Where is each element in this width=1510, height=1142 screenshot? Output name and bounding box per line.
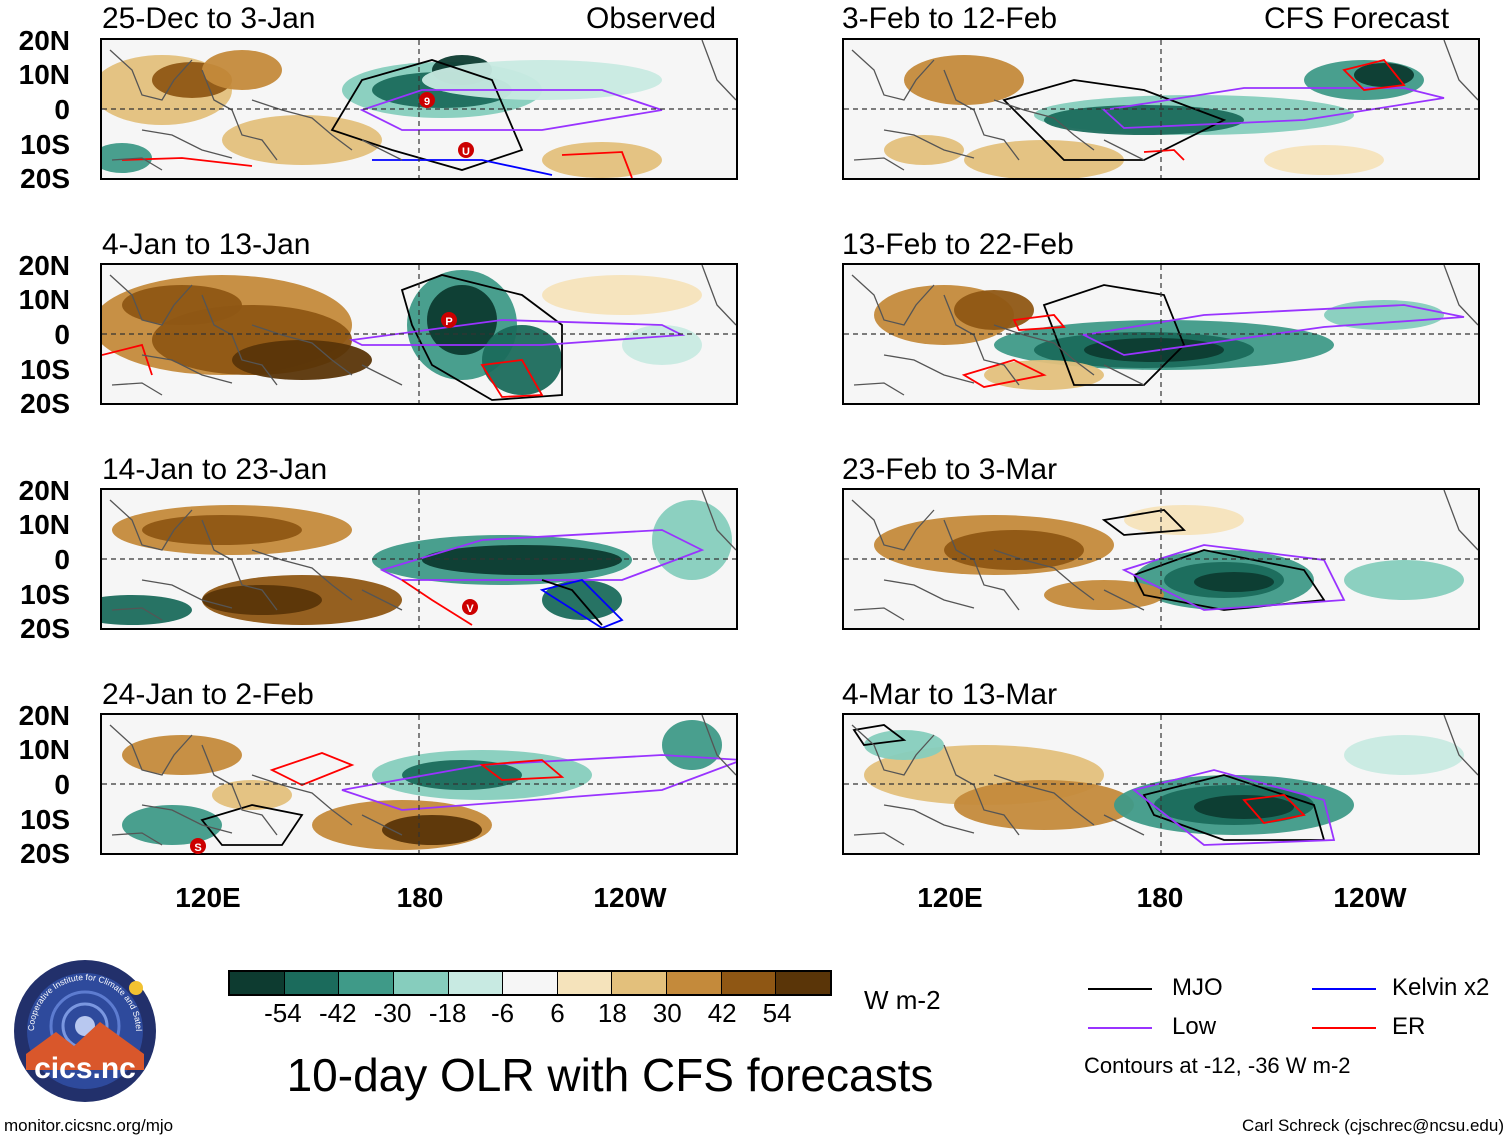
colorbar-swatch <box>503 972 558 994</box>
colorbar-swatch <box>776 972 831 994</box>
colorbar-swatch <box>448 972 504 994</box>
colorbar-swatch <box>557 972 613 994</box>
y-tick-20s: 20S <box>20 613 70 644</box>
map-panel-fcst-4 <box>842 713 1480 855</box>
legend-label-er: ER <box>1392 1013 1426 1040</box>
y-tick-20n: 20N <box>18 700 70 731</box>
colorbar-swatch <box>393 972 449 994</box>
y-tick-20n: 20N <box>18 250 70 281</box>
x-tick-180: 180 <box>1136 882 1184 913</box>
storm-label: V <box>466 603 474 615</box>
colorbar <box>228 970 832 996</box>
legend-note: Contours at -12, -36 W m-2 <box>1084 1053 1351 1078</box>
storm-marker: S <box>190 838 206 854</box>
storm-marker: 9 <box>419 92 435 108</box>
map-panel-fcst-1 <box>842 38 1480 180</box>
colorbar-swatch <box>667 972 722 994</box>
map-panel-obs-1 <box>100 38 738 180</box>
storm-marker: U <box>458 142 474 158</box>
panel-title-fcst-3: 23-Feb to 3-Mar <box>842 453 1058 486</box>
colorbar-tick: 42 <box>707 998 737 1028</box>
storm-label: U <box>462 146 470 158</box>
storm-marker: P <box>441 312 457 328</box>
y-tick-eq: 0 <box>54 769 70 800</box>
storm-label: P <box>445 316 452 328</box>
colorbar-swatch <box>612 972 668 994</box>
colorbar-tick: -6 <box>490 998 515 1028</box>
website-url[interactable]: monitor.cicsnc.org/mjo <box>4 1116 174 1135</box>
colorbar-tick: -42 <box>319 998 357 1028</box>
y-tick-10n: 10N <box>18 59 70 90</box>
storm-label: 9 <box>424 96 430 108</box>
map-panel-fcst-3 <box>842 488 1480 630</box>
legend-label-mjo: MJO <box>1172 974 1223 1001</box>
panel-title-obs-2: 4-Jan to 13-Jan <box>102 228 311 261</box>
map-panel-obs-4 <box>100 713 738 855</box>
cics-nc-logo: cics.nc Cooperative Institute for Climat… <box>12 958 156 1102</box>
legend-line-low <box>1088 1027 1152 1029</box>
colorbar-tick: 30 <box>652 998 682 1028</box>
panel-title-fcst-2: 13-Feb to 22-Feb <box>842 228 1074 261</box>
y-tick-20s: 20S <box>20 388 70 419</box>
x-tick-120w: 120W <box>1333 882 1407 913</box>
y-tick-20n: 20N <box>18 25 70 56</box>
y-tick-10s: 10S <box>20 354 70 385</box>
y-tick-20s: 20S <box>20 838 70 869</box>
legend-line-mjo <box>1088 988 1152 990</box>
y-tick-eq: 0 <box>54 319 70 350</box>
panel-title-fcst-1: 3-Feb to 12-Feb <box>842 2 1058 35</box>
y-tick-20n: 20N <box>18 475 70 506</box>
colorbar-tick: -30 <box>373 998 412 1028</box>
credit: Carl Schreck (cjschrec@ncsu.edu) <box>1242 1116 1504 1135</box>
storm-marker: V <box>462 599 478 615</box>
y-tick-10s: 10S <box>20 129 70 160</box>
colorbar-tick: -18 <box>428 998 467 1028</box>
cfs-forecast-header: CFS Forecast <box>1264 2 1450 35</box>
x-tick-120e: 120E <box>175 882 241 913</box>
map-panel-fcst-2 <box>842 263 1480 405</box>
observed-header: Observed <box>586 2 717 35</box>
colorbar-tick: 54 <box>762 998 792 1028</box>
legend-line-kelvin <box>1312 988 1376 990</box>
y-tick-eq: 0 <box>54 94 70 125</box>
y-tick-10n: 10N <box>18 734 70 765</box>
panel-title-obs-3: 14-Jan to 23-Jan <box>102 453 328 486</box>
colorbar-swatch <box>721 972 777 994</box>
colorbar-swatch <box>339 972 394 994</box>
colorbar-swatch <box>284 972 340 994</box>
y-tick-20s: 20S <box>20 163 70 194</box>
x-tick-120w: 120W <box>593 882 667 913</box>
storm-label: S <box>194 842 201 854</box>
panel-title-fcst-4: 4-Mar to 13-Mar <box>842 678 1058 711</box>
y-tick-eq: 0 <box>54 544 70 575</box>
legend-label-kelvin: Kelvin x2 <box>1392 974 1490 1001</box>
y-tick-10s: 10S <box>20 804 70 835</box>
colorbar-tick: -54 <box>264 998 302 1028</box>
colorbar-tick: 18 <box>597 998 627 1028</box>
main-title: 10-day OLR with CFS forecasts <box>286 1049 934 1101</box>
legend-label-low: Low <box>1172 1013 1217 1040</box>
map-panel-obs-2 <box>100 263 738 405</box>
panel-title-obs-4: 24-Jan to 2-Feb <box>102 678 314 711</box>
map-panel-obs-3 <box>100 488 738 630</box>
y-tick-10s: 10S <box>20 579 70 610</box>
panel-title-obs-1: 25-Dec to 3-Jan <box>102 2 316 35</box>
y-tick-10n: 10N <box>18 509 70 540</box>
logo-text: cics.nc <box>34 1052 136 1085</box>
x-tick-120e: 120E <box>917 882 983 913</box>
x-tick-180: 180 <box>396 882 444 913</box>
colorbar-swatch <box>230 972 285 994</box>
legend-line-er <box>1312 1027 1376 1029</box>
y-tick-10n: 10N <box>18 284 70 315</box>
colorbar-tick: 6 <box>550 998 565 1028</box>
colorbar-units: W m-2 <box>864 985 941 1015</box>
